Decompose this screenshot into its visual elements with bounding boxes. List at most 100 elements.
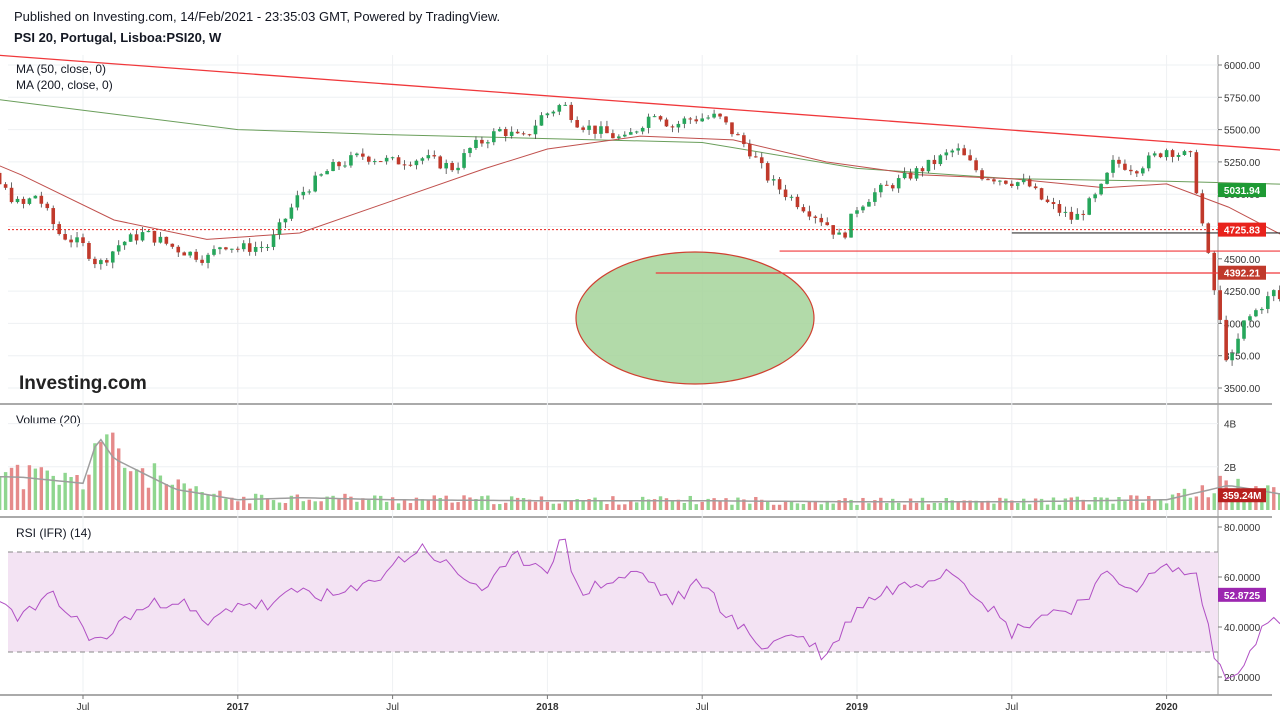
volume-bar (230, 497, 234, 510)
candle-body (1266, 296, 1270, 309)
volume-bar (218, 490, 222, 510)
candle-body (420, 158, 425, 161)
candle-body (527, 134, 532, 136)
candle-body (146, 230, 151, 233)
volume-bar (164, 484, 169, 510)
volume-bar (527, 499, 532, 510)
volume-bar (873, 500, 877, 510)
candle-body (1277, 290, 1280, 299)
candle-body (81, 237, 85, 244)
volume-bar (331, 495, 335, 510)
candle-body (325, 171, 329, 175)
x-tick-label: Jul (77, 702, 90, 713)
volume-bar (962, 500, 966, 510)
candle-body (1218, 290, 1222, 320)
volume-bar (414, 497, 419, 510)
volume-bar (99, 441, 103, 510)
volume-bar (408, 503, 413, 510)
volume-bar (509, 496, 514, 510)
volume-bar (718, 501, 722, 510)
candle-body (759, 157, 764, 164)
candle-body (105, 260, 109, 263)
candle-body (384, 157, 389, 162)
volume-bar (1099, 497, 1103, 510)
volume-bar (629, 500, 633, 510)
candle-body (783, 189, 788, 198)
volume-bar (480, 496, 484, 510)
candle-body (1230, 353, 1234, 361)
volume-bar (271, 500, 276, 510)
candle-body (51, 208, 56, 225)
candle-body (1271, 290, 1276, 297)
candle-body (1057, 204, 1062, 213)
candle-body (658, 116, 663, 120)
candle-body (212, 249, 216, 255)
candle-body (15, 198, 20, 203)
candle-body (277, 222, 282, 235)
candle-body (480, 139, 484, 144)
price-badge-label: 5031.94 (1224, 186, 1261, 197)
candle-body (271, 234, 276, 247)
volume-bar (1141, 502, 1145, 510)
candle-body (432, 155, 437, 157)
candle-body (1015, 182, 1020, 186)
x-tick-label: 2018 (536, 702, 559, 713)
candle-body (617, 136, 621, 139)
volume-bar (807, 501, 812, 510)
volume-bar (1057, 504, 1062, 510)
volume-bar (533, 501, 538, 510)
candle-body (1010, 183, 1014, 186)
volume-bar (343, 493, 347, 510)
candle-body (462, 153, 466, 168)
candle-body (539, 115, 544, 126)
volume-bar (0, 476, 2, 510)
volume-bar (831, 503, 835, 510)
candle-body (813, 216, 818, 218)
candle-body (992, 179, 996, 182)
investing-logo: Investing.com (19, 373, 147, 394)
candle-body (730, 122, 734, 135)
volume-bar (926, 504, 931, 510)
candle-body (1021, 179, 1026, 183)
volume-bar (688, 495, 692, 510)
rsi-tick-label: 60.0000 (1224, 573, 1261, 584)
candle-body (998, 180, 1002, 182)
candle-body (295, 195, 300, 208)
candle-body (718, 113, 722, 117)
volume-bar (944, 497, 949, 510)
volume-bar (390, 497, 395, 510)
y-tick-label: 4250.00 (1224, 287, 1261, 298)
rsi-badge-label: 52.8725 (1224, 591, 1261, 602)
volume-bar (474, 498, 478, 510)
candle-body (956, 148, 961, 151)
candle-body (75, 237, 79, 243)
candle-body (1063, 211, 1068, 213)
candle-body (932, 159, 937, 165)
x-tick-label: Jul (1005, 702, 1018, 713)
symbol-title: PSI 20, Portugal, Lisboa:PSI20, W (14, 30, 222, 45)
candle-body (27, 198, 32, 204)
volume-bar (670, 500, 675, 510)
volume-bar (1039, 498, 1044, 510)
volume-bar (658, 496, 663, 510)
candle-body (593, 125, 597, 134)
volume-bar (1081, 499, 1085, 510)
candle-body (986, 179, 990, 181)
candle-body (795, 196, 800, 208)
candle-body (224, 247, 228, 250)
volume-bar (313, 501, 317, 510)
candle-body (1051, 202, 1056, 205)
candle-body (1075, 213, 1080, 220)
volume-bar (63, 472, 67, 510)
candle-body (206, 254, 210, 263)
candle-body (801, 207, 806, 212)
volume-bar (855, 504, 859, 510)
candle-body (99, 260, 103, 265)
candle-body (87, 243, 91, 259)
volume-bar (373, 495, 377, 510)
volume-bar (1152, 499, 1157, 510)
volume-bar (998, 497, 1002, 510)
legend-rsi: RSI (IFR) (14) (16, 526, 91, 540)
volume-bar (992, 503, 996, 510)
